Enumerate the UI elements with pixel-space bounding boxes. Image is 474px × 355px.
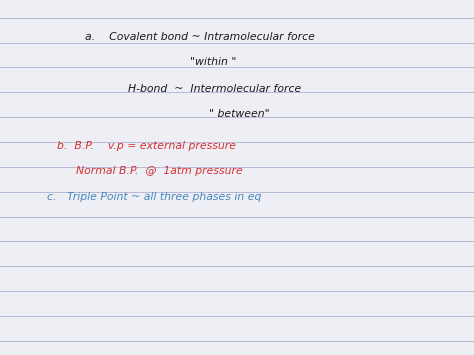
Text: b.  B.P.    v.p = external pressure: b. B.P. v.p = external pressure: [57, 141, 236, 151]
Text: a.    Covalent bond ~ Intramolecular force: a. Covalent bond ~ Intramolecular force: [85, 32, 315, 42]
Text: " between": " between": [209, 109, 269, 119]
Text: H-bond  ~  Intermolecular force: H-bond ~ Intermolecular force: [128, 84, 301, 94]
Text: c.   Triple Point ~ all three phases in eq: c. Triple Point ~ all three phases in eq: [47, 192, 262, 202]
Text: Normal B.P.  @  1atm pressure: Normal B.P. @ 1atm pressure: [76, 166, 243, 176]
Text: "within ": "within ": [190, 57, 236, 67]
